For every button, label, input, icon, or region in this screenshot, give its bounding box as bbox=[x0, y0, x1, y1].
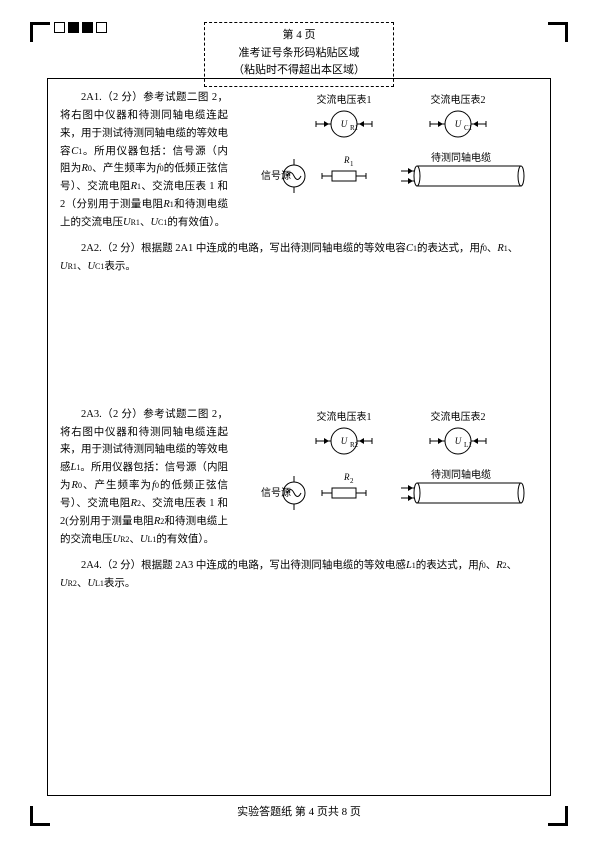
top-registration-marks bbox=[54, 22, 107, 33]
question-2a2: 2A2.（2 分）根据题 2A1 中连成的电路，写出待测同轴电缆的等效电容C1的… bbox=[60, 240, 538, 276]
svg-text:R: R bbox=[343, 472, 350, 482]
question-2a4: 2A4.（2 分）根据题 2A3 中连成的电路，写出待测同轴电缆的等效电感L1的… bbox=[60, 557, 538, 593]
voltmeter-1-title: 交流电压表1 bbox=[317, 410, 372, 423]
answer-sheet-body: 2A1.（2 分）参考试题二图 2，将右图中仪器和待测同轴电缆连起来，用于测试待… bbox=[47, 78, 551, 796]
q2-label: 2A2.（2 分） bbox=[81, 243, 141, 254]
voltmeter-2-title: 交流电压表2 bbox=[431, 93, 486, 106]
question-2a1-row: 2A1.（2 分）参考试题二图 2，将右图中仪器和待测同轴电缆连起来，用于测试待… bbox=[60, 89, 538, 234]
voltmeter-1-title: 交流电压表1 bbox=[317, 93, 372, 106]
q3-label: 2A3.（2 分） bbox=[81, 409, 143, 420]
cable-label: 待测同轴电缆 bbox=[431, 468, 491, 481]
svg-text:L1: L1 bbox=[464, 441, 472, 449]
page-number-line: 第 4 页 bbox=[233, 27, 365, 45]
signal-source-label: 信号源 bbox=[261, 486, 291, 499]
svg-text:U: U bbox=[341, 436, 348, 446]
question-2a3-text: 2A3.（2 分）参考试题二图 2，将右图中仪器和待测同轴电缆连起来，用于测试待… bbox=[60, 406, 228, 549]
question-2a3-row: 2A3.（2 分）参考试题二图 2，将右图中仪器和待测同轴电缆连起来，用于测试待… bbox=[60, 406, 538, 551]
page-footer: 实验答题纸 第 4 页共 8 页 bbox=[0, 803, 598, 819]
crop-corner-tl bbox=[30, 22, 50, 42]
voltmeter-2-title: 交流电压表2 bbox=[431, 410, 486, 423]
cable-label: 待测同轴电缆 bbox=[431, 151, 491, 164]
svg-text:U: U bbox=[341, 119, 348, 129]
answer-space-1 bbox=[60, 276, 538, 406]
q4-label: 2A4.（2 分） bbox=[81, 560, 141, 571]
barcode-instruction-1: 准考证号条形码粘贴区域 bbox=[233, 45, 365, 63]
mark-hollow bbox=[54, 22, 65, 33]
svg-text:R1: R1 bbox=[350, 124, 359, 132]
svg-text:R2: R2 bbox=[350, 441, 359, 449]
diagram-1: 交流电压表1 U R1 交流电压表2 U C1 bbox=[236, 89, 538, 234]
svg-text:R: R bbox=[343, 155, 350, 165]
svg-text:2: 2 bbox=[350, 477, 354, 485]
q1-body: 参考试题二图 2，将右图中仪器和待测同轴电缆连起来，用于测试待测同轴电缆的等效电… bbox=[60, 92, 228, 228]
mark-solid bbox=[82, 22, 93, 33]
diagram-2: 交流电压表1 U R2 交流电压表2 U L1 信号 bbox=[236, 406, 538, 551]
svg-text:1: 1 bbox=[350, 160, 354, 168]
q3-body: 参考试题二图 2，将右图中仪器和待测同轴电缆连起来，用于测试待测同轴电缆的等效电… bbox=[60, 409, 228, 545]
q1-label: 2A1.（2 分） bbox=[81, 92, 143, 103]
question-2a1-text: 2A1.（2 分）参考试题二图 2，将右图中仪器和待测同轴电缆连起来，用于测试待… bbox=[60, 89, 228, 232]
signal-source-label: 信号源 bbox=[261, 169, 291, 182]
mark-solid bbox=[68, 22, 79, 33]
svg-text:U: U bbox=[455, 436, 462, 446]
svg-text:C1: C1 bbox=[464, 124, 473, 132]
mark-hollow bbox=[96, 22, 107, 33]
svg-text:U: U bbox=[455, 119, 462, 129]
crop-corner-tr bbox=[548, 22, 568, 42]
